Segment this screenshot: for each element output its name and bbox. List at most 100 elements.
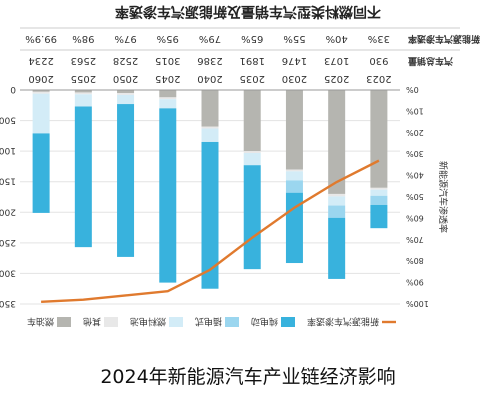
table-cell: 79% bbox=[199, 33, 221, 44]
bar-segment bbox=[285, 171, 303, 181]
legend-label: 其他 bbox=[83, 316, 101, 328]
x-tick-label: 2055 bbox=[71, 73, 96, 84]
chart-title: 不同燃料类型汽车销量及新能源汽车渗透率 bbox=[115, 3, 381, 20]
bar-segment bbox=[370, 187, 388, 190]
bar-segment bbox=[32, 90, 50, 92]
bar-segment bbox=[243, 151, 261, 153]
left-tick-label: 10% bbox=[406, 106, 424, 115]
bar-segment bbox=[32, 93, 50, 134]
table-row-label: 新能源汽车渗透率 bbox=[408, 33, 480, 45]
legend-label: 插电式 bbox=[195, 316, 222, 328]
bar-segment bbox=[201, 128, 219, 142]
right-tick-label: 1500 bbox=[0, 176, 16, 186]
right-tick-label: 1000 bbox=[0, 145, 16, 155]
bar-segment bbox=[370, 195, 388, 205]
legend-swatch bbox=[225, 317, 239, 327]
left-tick-label: 60% bbox=[406, 213, 424, 222]
table-cell: 1073 bbox=[324, 55, 349, 66]
legend-label: 纯电动 bbox=[251, 316, 278, 328]
bar-segment bbox=[370, 204, 388, 229]
left-tick-label: 70% bbox=[406, 235, 424, 244]
right-tick-label: 3500 bbox=[0, 298, 16, 308]
x-tick-label: 2060 bbox=[28, 73, 53, 84]
table-cell: 97% bbox=[114, 33, 136, 44]
x-tick-label: 2040 bbox=[197, 73, 222, 84]
legend-swatch bbox=[104, 317, 118, 327]
legend-swatch bbox=[281, 317, 295, 327]
left-tick-label: 100% bbox=[406, 299, 429, 308]
caption: 2024年新能源汽车产业链经济影响 bbox=[100, 366, 396, 388]
bar-segment bbox=[201, 90, 219, 127]
bar-segment bbox=[32, 91, 50, 94]
bar-segment bbox=[159, 97, 177, 100]
x-tick-label: 2030 bbox=[282, 73, 307, 84]
bar-segment bbox=[74, 90, 92, 93]
table-cell: 3015 bbox=[155, 55, 180, 66]
right-tick-label: 0 bbox=[10, 84, 16, 94]
bar-segment bbox=[328, 196, 346, 206]
legend: 新能源汽车渗透率 纯电动 插电式 燃料电池 其他 燃油车 bbox=[27, 316, 396, 328]
table-cell: 1891 bbox=[239, 55, 264, 66]
bar-segment bbox=[74, 92, 92, 95]
x-tick-label: 2035 bbox=[239, 73, 264, 84]
table-cell: 55% bbox=[283, 33, 305, 44]
bar-segment bbox=[285, 90, 303, 170]
axes: 2023 2025 2030 2035 2040 2045 2050 2055 2060 0 500… bbox=[0, 73, 449, 308]
bar-segment bbox=[328, 90, 346, 194]
bar-segment bbox=[243, 90, 261, 152]
table-row-label: 汽车总销量 bbox=[408, 55, 453, 67]
bar-segment bbox=[285, 180, 303, 193]
left-tick-label: 20% bbox=[406, 128, 424, 137]
left-tick-label: 50% bbox=[406, 192, 424, 201]
data-table: 汽车总销量 930 1073 1476 1891 2386 3015 2528 2563 2234… bbox=[20, 27, 480, 67]
table-cell: 930 bbox=[369, 55, 388, 66]
table-cell: 2528 bbox=[113, 55, 138, 66]
legend-swatch bbox=[169, 317, 183, 327]
legend-label: 新能源汽车渗透率 bbox=[307, 316, 379, 328]
bar-segment bbox=[74, 106, 92, 248]
legend-label: 燃油车 bbox=[27, 316, 54, 328]
bar-segment bbox=[370, 189, 388, 196]
table-cell: 2234 bbox=[28, 55, 53, 66]
x-tick-label: 2023 bbox=[366, 73, 391, 84]
table-cell: 2386 bbox=[197, 55, 222, 66]
bar-segment bbox=[159, 108, 177, 283]
left-tick-label: 80% bbox=[406, 256, 424, 265]
right-tick-label: 3000 bbox=[0, 267, 16, 277]
table-cell: 33% bbox=[368, 33, 390, 44]
bar-segment bbox=[74, 94, 92, 107]
bar-segment bbox=[32, 133, 50, 213]
bar-segment bbox=[117, 93, 135, 95]
legend-swatch bbox=[57, 317, 71, 327]
right-tick-label: 2000 bbox=[0, 206, 16, 216]
bar-segment bbox=[159, 99, 177, 109]
table-cell: 95% bbox=[157, 33, 179, 44]
bar-segment bbox=[201, 126, 219, 129]
x-tick-label: 2045 bbox=[155, 73, 180, 84]
legend-label: 燃料电池 bbox=[130, 316, 166, 328]
bar-segment bbox=[243, 152, 261, 166]
table-cell: 65% bbox=[241, 33, 263, 44]
bar-segment bbox=[117, 94, 135, 105]
left-axis-title: 新能源汽车渗透率 bbox=[437, 161, 449, 233]
bar-segment bbox=[328, 205, 346, 218]
right-tick-label: 500 bbox=[0, 115, 16, 125]
penetration-line bbox=[41, 159, 380, 304]
title-layer: 不同燃料类型汽车销量及新能源汽车渗透率 bbox=[115, 3, 381, 20]
bar-stacks bbox=[32, 90, 388, 289]
left-tick-label: 30% bbox=[406, 149, 424, 158]
x-tick-label: 2025 bbox=[324, 73, 349, 84]
table-cell: 40% bbox=[326, 33, 348, 44]
bar-segment bbox=[328, 217, 346, 279]
left-tick-label: 90% bbox=[406, 278, 424, 287]
bar-segment bbox=[328, 193, 346, 197]
bar-segment bbox=[243, 165, 261, 270]
table-cell: 2563 bbox=[71, 55, 96, 66]
bar-segment bbox=[201, 141, 219, 289]
bar-segment bbox=[285, 169, 303, 172]
table-cell: 99.9% bbox=[25, 33, 57, 44]
penetration-line-path bbox=[41, 159, 380, 304]
x-tick-label: 2050 bbox=[113, 73, 138, 84]
